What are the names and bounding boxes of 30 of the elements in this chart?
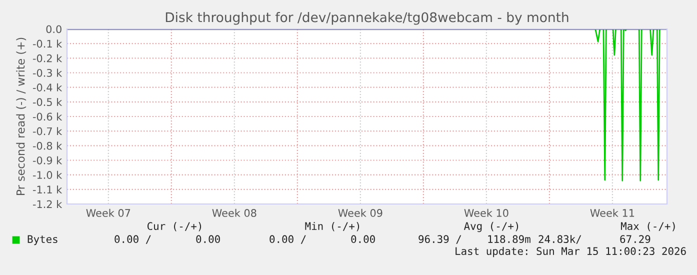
y-tick-label: -1.0 k [32,170,62,179]
text: 24.83k/ 67.29 [538,234,650,244]
text: 0.00 / 0.00 [270,235,375,244]
y-tick-label: -0.7 k [32,127,62,136]
text: Last update: Sun Mar 15 11:00:23 2026 [456,246,686,258]
y-tick-label: -0.1 k [32,40,62,48]
y-tick-label: -0.4 k [32,83,62,92]
y-tick-label: -1.1 k [32,185,62,194]
y-tick-label: -0.2 k [32,54,62,62]
chart-title: Disk throughput for /dev/pannekake/tg08webcam - by month [166,12,568,25]
y-tick-label: -0.9 k [32,156,62,164]
x-tick-label: Week 09 [338,208,382,217]
text: Avg (-/+) [464,222,518,232]
x-tick-label: Week 11 [590,208,634,217]
x-tick-label: Week 10 [464,208,508,217]
y-axis-title: Pr second read (-) / write (+) [16,38,26,196]
x-tick-label: Week 07 [86,208,130,217]
y-tick-label: -0.6 k [32,112,62,121]
legend-label: Bytes [28,235,58,246]
x-tick-label: Week 08 [212,208,256,217]
y-tick-label: -0.3 k [32,68,62,77]
y-tick-label: 0.0 [46,25,62,34]
text: Cur (-/+) [147,222,202,232]
text: 0.00 / 0.00 [114,235,220,244]
text: Min (-/+) [305,222,360,232]
y-tick-label: -0.8 k [32,142,62,150]
y-tick-label: -0.5 k [32,98,62,106]
text: 96.39 / 118.89m [418,235,530,244]
y-tick-label: -1.2 k [32,200,62,208]
text: Max (-/+) [620,222,675,232]
